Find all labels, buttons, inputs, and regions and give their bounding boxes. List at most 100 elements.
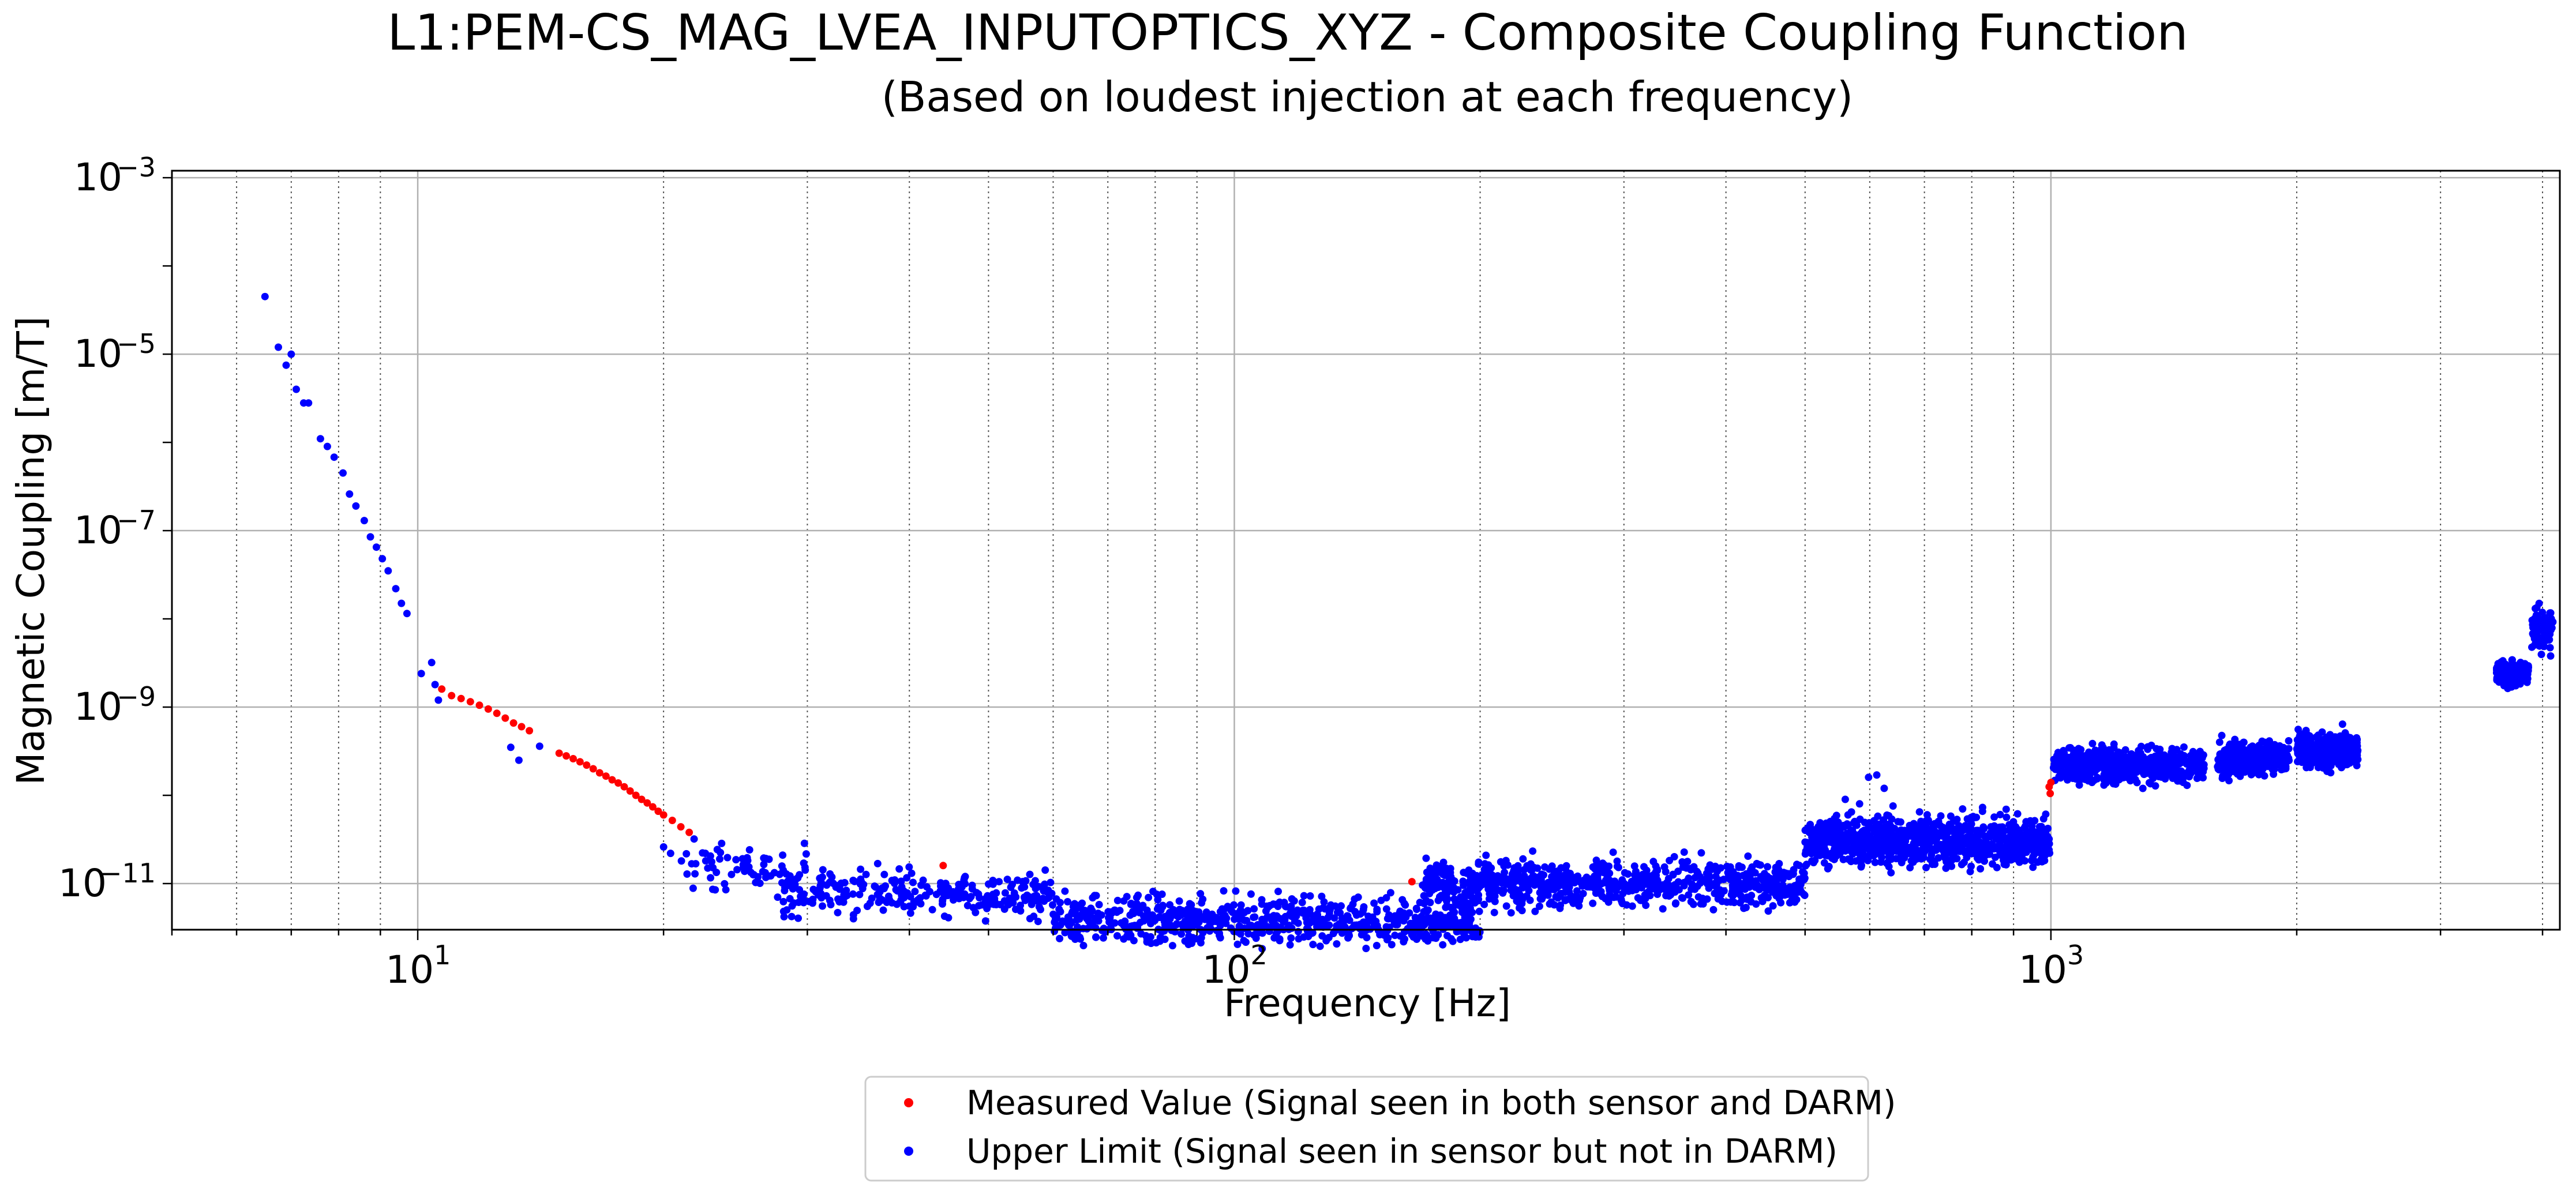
upper-limit-point (2072, 771, 2080, 779)
upper-limit-point (917, 881, 925, 889)
upper-limit-point (2316, 761, 2324, 769)
upper-limit-point (1885, 846, 1893, 854)
upper-limit-point (1113, 932, 1121, 940)
upper-limit-point (1424, 916, 1433, 925)
upper-limit-point (1637, 896, 1645, 904)
upper-limit-point (1332, 902, 1339, 910)
measured-value-point (466, 698, 474, 706)
upper-limit-point (2046, 849, 2054, 857)
upper-limit-point (2199, 768, 2207, 776)
upper-limit-point (1966, 837, 1974, 845)
upper-limit-point (880, 885, 888, 893)
upper-limit-point (1584, 883, 1591, 891)
upper-limit-point (837, 880, 845, 887)
upper-limit-point (1847, 808, 1855, 816)
upper-limit-point (1475, 891, 1483, 899)
upper-limit-point (1127, 900, 1135, 907)
upper-limit-point (1944, 846, 1952, 854)
upper-limit-point (905, 863, 913, 871)
upper-limit-point (2231, 735, 2239, 743)
upper-limit-point (1510, 864, 1518, 872)
upper-limit-point (2029, 853, 2037, 861)
upper-limit-point (981, 917, 989, 925)
y-tick-label-exponent: −5 (117, 328, 156, 359)
upper-limit-point (1861, 818, 1869, 826)
upper-limit-point (431, 681, 439, 689)
upper-limit-point (2279, 757, 2288, 765)
upper-limit-point (2000, 844, 2008, 852)
upper-limit-point (2015, 846, 2023, 854)
upper-limit-point (1988, 841, 1996, 849)
upper-limit-point (721, 880, 729, 888)
measured-value-point (654, 807, 662, 816)
upper-limit-point (428, 659, 436, 667)
upper-limit-point (1405, 909, 1413, 917)
upper-limit-point (2120, 755, 2128, 763)
upper-limit-point (1105, 918, 1113, 926)
upper-limit-point (1491, 892, 1499, 900)
upper-limit-point (1966, 829, 1974, 837)
upper-limit-point (2518, 668, 2526, 676)
upper-limit-point (819, 866, 827, 874)
upper-limit-point (1242, 938, 1250, 946)
upper-limit-point (1812, 848, 1820, 855)
upper-limit-point (1660, 863, 1668, 871)
upper-limit-point (1977, 829, 1985, 837)
upper-limit-point (360, 517, 368, 525)
upper-limit-point (903, 890, 912, 899)
upper-limit-point (1611, 882, 1619, 890)
measured-value-point (576, 758, 584, 766)
upper-limit-point (2528, 643, 2536, 651)
upper-limit-point (1426, 878, 1434, 886)
upper-limit-point (1833, 820, 1841, 828)
chart-title: L1:PEM-CS_MAG_LVEA_INPUTOPTICS_XYZ - Com… (387, 4, 2188, 62)
upper-limit-point (1906, 863, 1914, 871)
upper-limit-point (760, 860, 768, 869)
upper-limit-point (2007, 856, 2015, 864)
upper-limit-point (1348, 925, 1356, 933)
upper-limit-point (1978, 803, 1986, 811)
upper-limit-point (1164, 911, 1172, 919)
upper-limit-point (1316, 942, 1324, 950)
upper-limit-point (2088, 739, 2097, 747)
upper-limit-point (1285, 922, 1293, 929)
upper-limit-point (1991, 853, 1999, 861)
measured-value-point (2047, 779, 2055, 787)
upper-limit-point (2225, 777, 2233, 784)
upper-limit-point (2126, 767, 2134, 775)
upper-limit-point (1628, 902, 1636, 910)
upper-limit-point (1497, 858, 1505, 866)
upper-limit-point (1111, 906, 1119, 914)
upper-limit-point (788, 902, 796, 910)
upper-limit-point (2543, 636, 2551, 644)
measured-value-point (563, 752, 570, 760)
upper-limit-point (750, 871, 758, 879)
upper-limit-point (275, 343, 282, 351)
upper-limit-point (2136, 758, 2144, 766)
upper-limit-point (1391, 931, 1399, 940)
upper-limit-point (1709, 905, 1718, 914)
upper-limit-point (2266, 737, 2273, 745)
upper-limit-point (1111, 919, 1119, 927)
upper-limit-point (1689, 900, 1697, 908)
upper-limit-point (1298, 899, 1306, 907)
upper-limit-point (1168, 942, 1176, 950)
upper-limit-point (1752, 877, 1760, 885)
measured-value-point (526, 727, 534, 735)
upper-limit-point (1915, 808, 1923, 816)
upper-limit-point (1123, 893, 1131, 901)
upper-limit-point (1769, 902, 1777, 910)
upper-limit-point (792, 875, 800, 883)
upper-limit-point (1556, 904, 1564, 912)
upper-limit-point (1418, 912, 1426, 920)
upper-limit-point (1491, 885, 1499, 893)
upper-limit-point (1000, 897, 1008, 905)
upper-limit-point (1459, 877, 1467, 885)
measured-value-point (509, 719, 518, 727)
upper-limit-point (2228, 745, 2236, 753)
upper-limit-point (2228, 753, 2236, 761)
upper-limit-point (2266, 754, 2274, 762)
upper-limit-point (1772, 863, 1780, 871)
upper-limit-point (1853, 821, 1860, 829)
upper-limit-point (1333, 940, 1341, 948)
